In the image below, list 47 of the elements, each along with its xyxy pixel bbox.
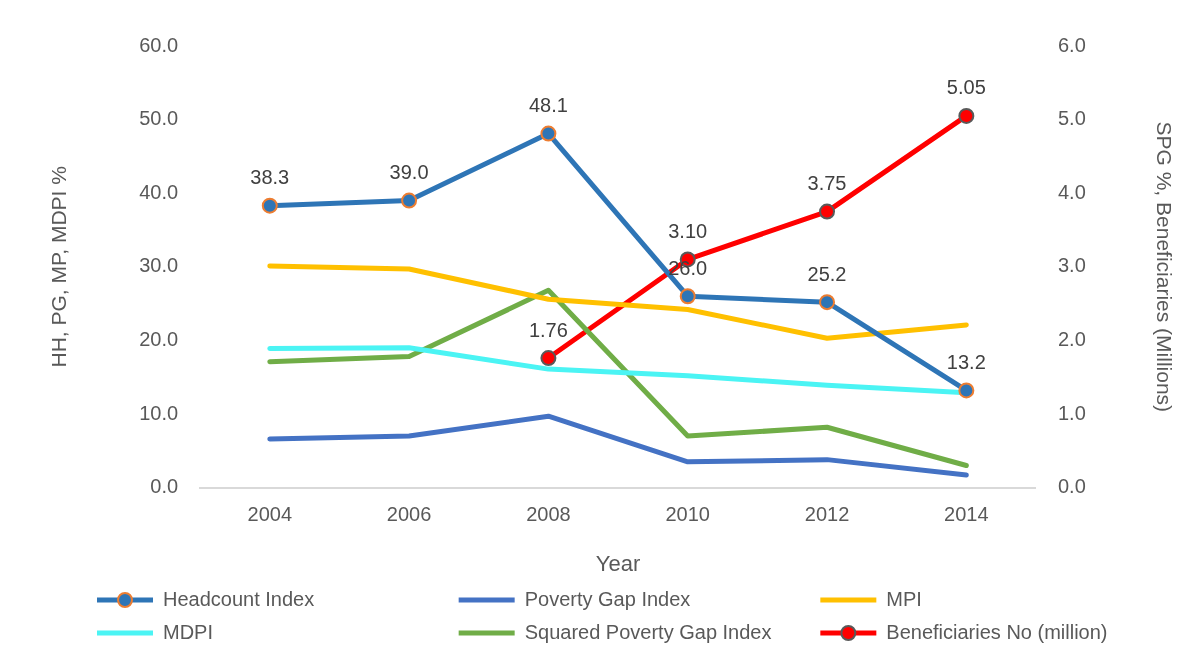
- point: [540, 125, 557, 142]
- data-label: 39.0: [389, 161, 429, 184]
- y2-tick-label: 0.0: [1058, 475, 1086, 498]
- y-tick-label: 30.0: [139, 254, 179, 277]
- point: [958, 382, 975, 399]
- legend-label: MPI: [886, 587, 922, 610]
- legend-label: Squared Poverty Gap Index: [524, 620, 772, 643]
- y-tick-label: 10.0: [139, 401, 179, 424]
- data-label: 38.3: [250, 166, 290, 189]
- data-label: 5.05: [946, 76, 986, 99]
- data-label: 48.1: [528, 94, 568, 117]
- y-tick-label: 0.0: [150, 475, 179, 498]
- data-label: 25.2: [807, 262, 847, 285]
- data-label: 3.75: [807, 172, 847, 195]
- point: [540, 350, 557, 367]
- data-label: 3.10: [668, 219, 708, 242]
- point: [819, 294, 836, 311]
- y-tick-label: 40.0: [139, 180, 179, 203]
- point: [819, 203, 836, 220]
- x-axis-title: Year: [595, 550, 641, 576]
- point: [679, 288, 696, 305]
- x-tick-label: 2010: [665, 503, 710, 526]
- data-label: 13.2: [946, 350, 986, 373]
- point: [401, 192, 418, 209]
- y2-tick-label: 1.0: [1058, 401, 1086, 424]
- point: [261, 197, 278, 214]
- y-axis-title: HH, PG, MP, MDPI %: [47, 166, 71, 368]
- x-tick-label: 2012: [804, 503, 850, 526]
- legend-label: MDPI: [163, 620, 213, 643]
- data-label: 1.76: [528, 318, 568, 341]
- y2-tick-label: 2.0: [1058, 327, 1086, 350]
- x-tick-label: 2004: [247, 503, 293, 526]
- y2-tick-label: 3.0: [1058, 254, 1086, 277]
- y-tick-label: 50.0: [139, 107, 179, 130]
- y2-tick-label: 6.0: [1058, 33, 1086, 56]
- legend-label: Beneficiaries No (million): [886, 620, 1108, 643]
- y2-tick-label: 5.0: [1058, 107, 1086, 130]
- y-tick-label: 60.0: [139, 33, 179, 56]
- x-tick-label: 2006: [386, 503, 432, 526]
- y2-tick-label: 4.0: [1058, 180, 1086, 203]
- y2-axis-title: SPG %, Beneficiaries (Millions): [1152, 121, 1176, 413]
- y-tick-label: 20.0: [139, 327, 179, 350]
- legend-label: Poverty Gap Index: [524, 587, 691, 610]
- legend-label: Headcount Index: [163, 587, 315, 610]
- x-tick-label: 2008: [526, 503, 571, 526]
- point: [958, 107, 975, 124]
- x-tick-label: 2014: [944, 503, 989, 526]
